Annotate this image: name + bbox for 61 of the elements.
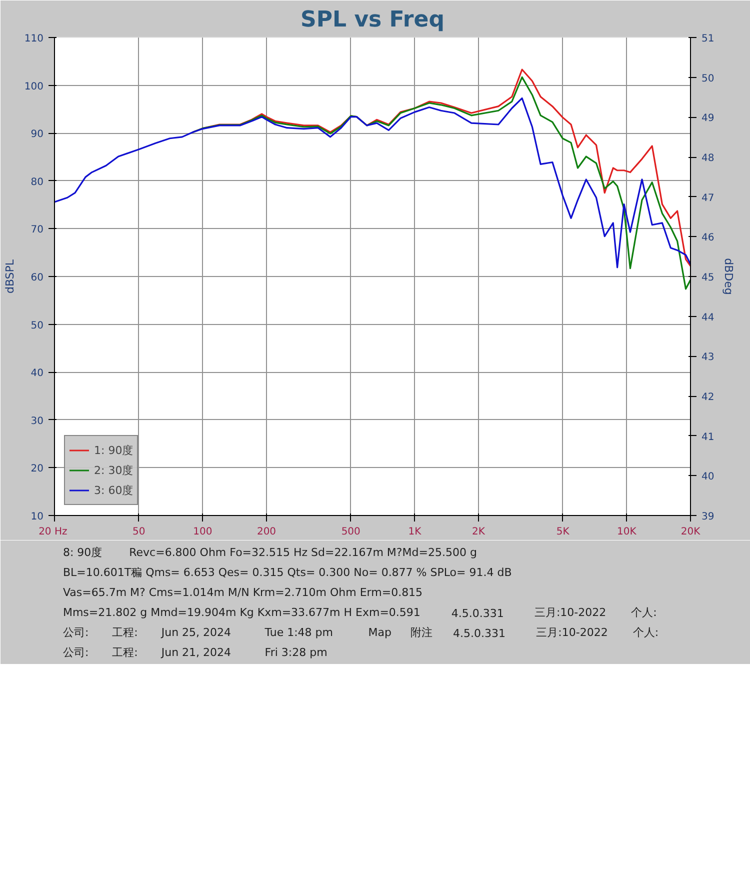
text: Jun 21, 2024: [160, 646, 232, 659]
text: Mms=21.802 g Mmd=19.904m Kg Kxm=33.677m H Exm=0.591: [62, 606, 420, 619]
text: BL=10.601T稨 Qms= 6.653 Qes= 0.315 Qts= 0.300 No= 0.877 % SPLo= 91.4 dB: [62, 566, 512, 579]
text: 公司:: [62, 646, 89, 659]
text: Revc=6.800 Ohm Fo=32.515 Hz Sd=22.167m M?Md=25.500 g: [129, 546, 477, 559]
text: 三月:10-2022: [534, 606, 606, 619]
text: 工程:: [112, 626, 138, 639]
text: 工程:: [112, 646, 138, 659]
text: Vas=65.7m M? Cms=1.014m M/N Krm=2.710m Ohm Erm=0.815: [62, 586, 423, 599]
legend-label: 1: 90度: [94, 442, 134, 458]
text: 个人:: [632, 626, 659, 639]
y-tick-label: 100: [24, 81, 44, 92]
x-tick-label: 500: [341, 526, 360, 538]
text: Tue 1:48 pm: [264, 626, 333, 639]
text: 4.5.0.331: [453, 627, 506, 640]
y2-tick-label: 43: [702, 352, 714, 364]
y-tick-label: 70: [30, 224, 44, 236]
text: Jun 25, 2024: [160, 626, 232, 639]
y-axis-title: dBSPL: [3, 258, 16, 294]
y2-tick-label: 41: [702, 432, 714, 443]
y-tick-label: 60: [30, 272, 44, 284]
legend-label: 3: 60度: [94, 482, 134, 498]
y-tick-label: 40: [30, 368, 44, 380]
text: Map: [368, 626, 392, 639]
x-tick-label: 50: [132, 526, 146, 538]
y-tick-label: 50: [30, 320, 44, 332]
y-tick-label: 30: [30, 416, 44, 427]
y2-tick-label: 40: [702, 472, 714, 483]
x-tick-label: 20 Hz: [38, 526, 68, 538]
y-tick-label: 10: [30, 512, 44, 522]
x-tick-label: 100: [193, 526, 212, 538]
chart-title: SPL vs Freq: [300, 8, 444, 32]
text: 三月:10-2022: [536, 626, 608, 639]
x-tick-label: 20K: [680, 526, 701, 538]
y-tick-label: 80: [30, 176, 44, 188]
x-tick-label: 2K: [472, 526, 486, 538]
legend-label: 2: 30度: [94, 462, 134, 478]
y2-axis-title: dBDeg: [722, 258, 736, 295]
y-tick-label: 20: [30, 464, 44, 475]
x-tick-label: 5K: [556, 526, 570, 538]
x-tick-label: 200: [256, 526, 276, 538]
x-tick-label: 1K: [408, 526, 422, 538]
text: 8: 90度: [62, 546, 102, 559]
text: 4.5.0.331: [451, 607, 504, 620]
y2-tick-label: 49: [702, 113, 714, 124]
text: 个人:: [631, 606, 657, 619]
y2-tick-label: 45: [702, 272, 714, 284]
y-tick-label: 90: [30, 129, 44, 140]
y2-tick-label: 42: [702, 392, 714, 403]
y2-tick-label: 44: [702, 312, 714, 324]
text: 附注: [410, 626, 433, 639]
text: 公司:: [62, 626, 89, 639]
y2-tick-label: 47: [702, 192, 714, 204]
y2-tick-label: 46: [702, 232, 714, 244]
y2-tick-label: 50: [702, 73, 714, 84]
x-tick-label: 10K: [617, 526, 637, 538]
y2-tick-label: 48: [702, 153, 714, 164]
y-tick-label: 110: [24, 34, 44, 44]
text: Fri 3:28 pm: [264, 646, 328, 659]
y2-tick-label: 51: [702, 34, 714, 44]
y2-tick-label: 39: [702, 512, 714, 522]
